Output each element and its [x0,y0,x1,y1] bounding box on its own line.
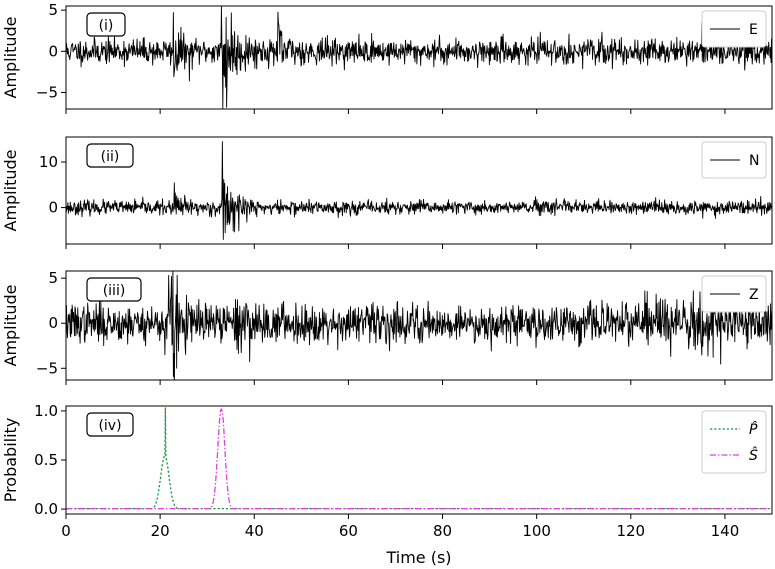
panel-label-text: (ii) [101,149,120,165]
x-tick-label: 0 [61,522,71,540]
panel-label: (ii) [86,143,134,168]
panel-3: 5 0 −5 Amplitude (iii) Z [1,269,773,385]
series-group [66,407,772,510]
panel-label-box [86,12,126,37]
plot-frame [65,5,773,110]
x-tick-label: 120 [616,522,645,540]
plot-frame [65,270,773,381]
y-axis-label: Amplitude [1,285,20,367]
y-axis-label: Probability [1,418,20,503]
panel-2: 10 0 Amplitude (ii) N [1,136,773,249]
y-axis-label: Amplitude [1,150,20,232]
y-tick-label: −5 [36,84,58,102]
panel-1: 5 0 −5 Amplitude (i) E [1,1,773,114]
legend-label: E [749,22,758,38]
legend: Z [701,275,767,313]
panel-label: (iv) [86,412,134,437]
x-tick-label: 60 [339,522,358,540]
x-tick-label: 140 [711,522,740,540]
x-tick-label: 100 [522,522,551,540]
y-tick-label: 0 [48,42,58,60]
x-tick-label: 80 [433,522,452,540]
panel-4: 1.0 0.5 0.00 20 40 60 80 100 120 140 Probability Ti… [1,402,773,567]
y-tick-label: −5 [36,359,58,377]
series-group [66,271,772,380]
series-line-N [66,141,772,240]
legend-label: Ŝ [749,446,758,464]
series-line-Z [66,271,772,380]
legend-label: P̂ [749,421,758,438]
series-group [66,141,772,240]
plot-frame [65,136,773,245]
legend: P̂ Ŝ [701,410,767,474]
y-axis-label: Amplitude [1,17,20,99]
series-group [66,6,772,109]
panel-label-text: (iv) [98,418,121,434]
legend-label: N [749,153,759,169]
legend-box [701,410,767,474]
legend-label: Z [749,287,759,303]
panel-label-text: (i) [99,18,114,34]
legend: N [701,141,767,179]
panel-label: (iii) [86,277,142,302]
series-line-P̂ [66,407,772,510]
y-tick-label: 5 [48,269,58,287]
y-tick-label: 0.5 [34,451,58,469]
series-line-Ŝ [66,408,772,510]
y-tick-label: 0 [48,199,58,217]
y-tick-label: 10 [39,153,58,171]
y-tick-label: 5 [48,1,58,19]
y-tick-label: 0.0 [34,500,58,518]
y-tick-label: 0 [48,314,58,332]
x-tick-label: 20 [151,522,170,540]
panel-label-text: (iii) [103,283,126,299]
x-tick-label: 40 [245,522,264,540]
y-tick-label: 1.0 [34,402,58,420]
panel-label-box [86,143,134,168]
legend: E [701,10,767,48]
panel-label: (i) [86,12,126,37]
x-axis-label: Time (s) [385,548,451,567]
series-line-E [66,6,772,109]
panel-label-box [86,277,142,302]
panel-label-box [86,412,134,437]
